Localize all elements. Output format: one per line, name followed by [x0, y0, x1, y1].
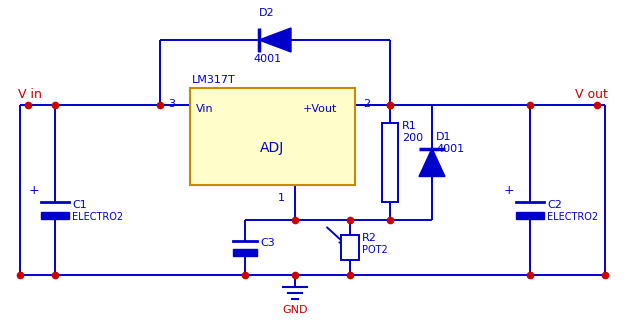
- Text: ADJ: ADJ: [261, 141, 284, 155]
- Text: 4001: 4001: [436, 145, 464, 155]
- Text: V out: V out: [575, 88, 608, 101]
- Polygon shape: [419, 149, 445, 176]
- Text: V in: V in: [18, 88, 42, 101]
- Bar: [382, 123, 398, 202]
- Polygon shape: [259, 28, 291, 52]
- Bar: [190, 88, 355, 185]
- Text: +: +: [28, 183, 39, 196]
- Text: 200: 200: [402, 133, 423, 143]
- Text: ELECTRO2: ELECTRO2: [547, 212, 598, 222]
- Text: 4001: 4001: [253, 54, 281, 64]
- Text: GND: GND: [282, 305, 308, 315]
- Text: R1: R1: [402, 121, 417, 131]
- Text: 3: 3: [168, 99, 175, 109]
- Text: C2: C2: [547, 200, 562, 210]
- Text: ELECTRO2: ELECTRO2: [72, 212, 123, 222]
- Bar: [233, 248, 257, 255]
- Text: 2: 2: [363, 99, 370, 109]
- Text: R2: R2: [362, 233, 377, 243]
- Text: LM317T: LM317T: [192, 75, 236, 85]
- Text: C1: C1: [72, 200, 87, 210]
- Text: C3: C3: [260, 237, 275, 247]
- Text: 1: 1: [278, 193, 284, 203]
- Text: Vin: Vin: [196, 104, 214, 114]
- Text: D1: D1: [436, 133, 452, 143]
- Text: POT2: POT2: [362, 245, 387, 255]
- Text: +Vout: +Vout: [303, 104, 337, 114]
- Text: +: +: [504, 183, 514, 196]
- Bar: [516, 212, 544, 219]
- Bar: [341, 235, 359, 260]
- Bar: [41, 212, 69, 219]
- Text: D2: D2: [259, 8, 275, 18]
